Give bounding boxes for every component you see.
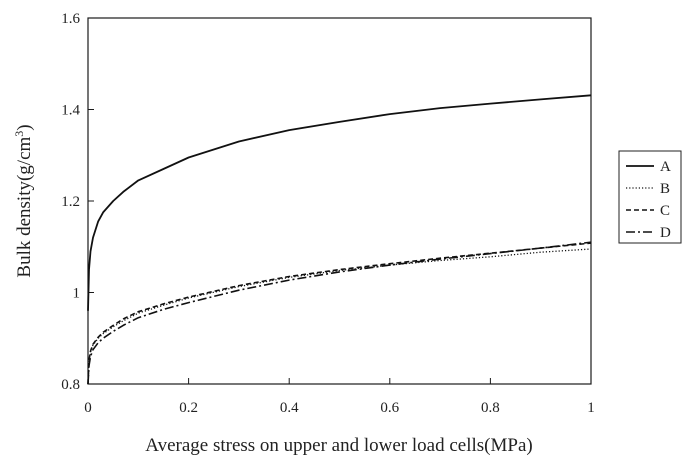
- x-tick-label: 1: [587, 400, 595, 416]
- x-tick-label: 0: [84, 400, 92, 416]
- y-tick-label: 1.4: [61, 103, 80, 119]
- y-tick-label: 1: [73, 286, 81, 302]
- legend-label-b: B: [660, 181, 670, 197]
- x-tick-label: 0.4: [280, 400, 299, 416]
- series-line-a: [87, 94, 592, 311]
- y-axis-title-close: ): [14, 124, 35, 130]
- y-axis-title-sup: 3: [12, 131, 26, 137]
- series-line-b: [87, 248, 592, 385]
- series-lines: [87, 94, 592, 385]
- y-axis-ticks: 0.8 1 1.2 1.4 1.6: [61, 11, 94, 393]
- x-axis-title: Average stress on upper and lower load c…: [145, 435, 532, 456]
- legend-label-c: C: [660, 203, 670, 219]
- y-tick-label: 1.6: [61, 11, 80, 27]
- x-axis-ticks: 0 0.2 0.4 0.6 0.8 1: [84, 378, 595, 416]
- x-tick-label: 0.8: [481, 400, 500, 416]
- series-line-c: [87, 242, 592, 385]
- y-tick-label: 1.2: [61, 194, 80, 210]
- legend-label-a: A: [660, 159, 671, 175]
- legend-box: [618, 150, 682, 244]
- x-tick-label: 0.2: [179, 400, 198, 416]
- y-tick-label: 0.8: [61, 377, 80, 393]
- y-axis-title: Bulk density(g/cm3): [12, 124, 35, 277]
- x-tick-label: 0.6: [380, 400, 399, 416]
- y-axis-title-main: Bulk density(g/cm: [14, 136, 35, 277]
- legend-label-d: D: [660, 225, 671, 241]
- series-line-d: [87, 241, 592, 385]
- plot-frame: [87, 17, 592, 385]
